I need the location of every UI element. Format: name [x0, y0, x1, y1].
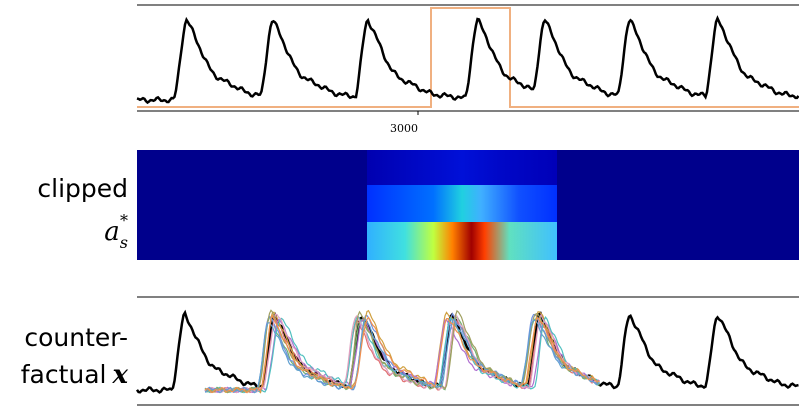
signal [204, 313, 600, 394]
heatmap-row [367, 185, 557, 222]
superscript: * [120, 211, 128, 230]
row-label: counter- [24, 323, 128, 352]
signal [135, 309, 799, 394]
signal [204, 309, 600, 394]
symbol: x [111, 360, 128, 390]
heatmap-row [367, 150, 557, 185]
signal [136, 15, 799, 105]
row-label: clipped [37, 174, 128, 203]
row-label: factual x [21, 360, 129, 390]
window-highlight [137, 7, 799, 108]
label-word: factual [21, 360, 107, 389]
heatmap-row [367, 222, 557, 260]
symbol: a [104, 217, 120, 247]
symbol-label: as * [104, 211, 128, 252]
subscript: s [120, 233, 128, 252]
tick-label: 3000 [390, 122, 418, 135]
signal [204, 317, 600, 394]
